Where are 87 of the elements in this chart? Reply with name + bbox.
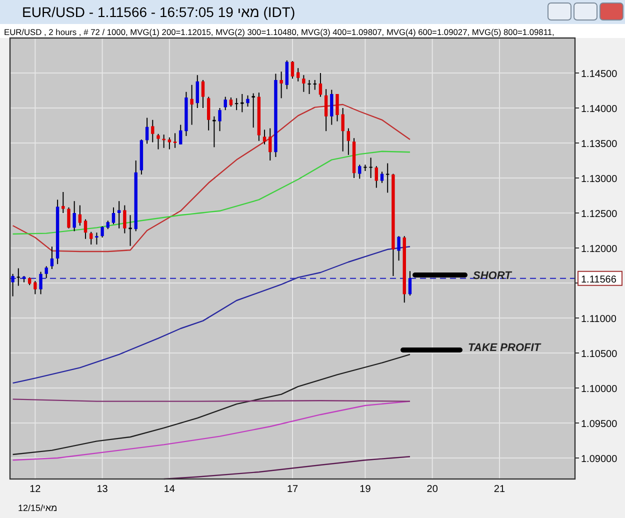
- candlestick: [173, 132, 177, 148]
- y-tick-label: 1.11000: [581, 314, 617, 325]
- line-series: [12, 354, 411, 456]
- candlestick: [341, 108, 344, 152]
- candlestick: [308, 80, 311, 94]
- ref-line-label: 1.11566: [581, 274, 617, 286]
- candlestick: [95, 232, 98, 245]
- annotation: SHORT: [473, 270, 513, 282]
- line-series: [12, 150, 411, 235]
- candlestick: [369, 157, 372, 178]
- candlestick: [123, 204, 126, 234]
- candlestick: [240, 94, 244, 113]
- y-tick-label: 1.12000: [581, 244, 618, 255]
- candlestick: [268, 128, 272, 161]
- y-tick-label: 1.13500: [581, 139, 618, 150]
- candlestick: [285, 60, 289, 90]
- chart-subtitle: EUR/USD , 2 hours , # 72 / 1000, MVG(1) 200=1.12015, MVG(2) 300=1.10480, MVG(3) 400=1.09807, MVG(4) 600=1.09027, MVG(5) 800=1.09811,: [4, 27, 554, 37]
- candlestick: [50, 246, 54, 270]
- candlestick: [78, 204, 82, 226]
- line-series: [163, 456, 411, 480]
- candlestick: [128, 214, 132, 246]
- y-tick-label: 1.09000: [581, 454, 618, 465]
- x-tick-label: 14: [164, 484, 176, 495]
- candlestick: [252, 92, 255, 128]
- candlestick: [212, 116, 216, 148]
- candlestick: [190, 84, 194, 126]
- candlestick: [234, 98, 238, 111]
- candlestick: [336, 94, 339, 122]
- y-tick-label: 1.14500: [581, 69, 618, 80]
- candlestick: [145, 117, 149, 144]
- candlestick: [179, 124, 182, 145]
- y-tick-label: 1.10000: [581, 384, 618, 395]
- candlestick: [386, 162, 390, 194]
- y-tick-label: 1.10500: [581, 349, 618, 360]
- candlestick: [229, 97, 233, 108]
- x-tick-label: 19: [360, 484, 372, 495]
- candlestick: [224, 96, 227, 111]
- candlestick: [280, 71, 283, 99]
- candlestick: [34, 280, 37, 295]
- candlestick: [168, 136, 172, 150]
- candlestick: [67, 206, 70, 229]
- candlestick: [324, 88, 328, 132]
- candlestick: [346, 128, 350, 156]
- y-tick-label: 1.09500: [581, 419, 618, 430]
- candlestick: [397, 236, 400, 262]
- candlestick: [151, 119, 154, 143]
- candlestick: [374, 166, 378, 188]
- x-tick-label: 17: [286, 484, 298, 495]
- x-tick-label: 20: [426, 484, 438, 495]
- candlestick: [100, 226, 104, 238]
- candlestick: [112, 206, 116, 225]
- candlestick: [330, 89, 334, 126]
- candlestick: [201, 80, 205, 108]
- chart-title: EUR/USD - 1.11566 - 16:57:05 19 מאי (IDT): [22, 4, 296, 20]
- candlestick: [262, 129, 266, 145]
- candlestick: [218, 108, 222, 132]
- candlestick: [39, 271, 42, 295]
- candlestick: [206, 96, 210, 131]
- candlestick: [84, 218, 88, 240]
- text: 12/15/מאי: [18, 503, 58, 513]
- candlestick: [62, 192, 65, 214]
- candlestick: [117, 200, 121, 229]
- candlestick: [302, 74, 306, 92]
- candlestick: [296, 68, 300, 82]
- candlestick: [72, 200, 76, 232]
- line-series: [12, 104, 411, 252]
- candlestick: [290, 60, 294, 80]
- candlestick: [246, 94, 250, 108]
- candlestick: [90, 231, 93, 245]
- candlestick: [408, 270, 412, 296]
- candlestick: [318, 72, 322, 98]
- y-tick-label: 1.13000: [581, 174, 618, 185]
- candlestick: [196, 74, 199, 108]
- candlestick: [313, 80, 316, 90]
- y-tick-label: 1.12500: [581, 209, 618, 220]
- candlestick: [380, 171, 384, 184]
- x-tick-label: 21: [494, 484, 506, 495]
- candlestick: [16, 268, 20, 286]
- candlestick: [44, 266, 48, 279]
- line-series: [12, 246, 411, 384]
- x-tick-label: 12: [30, 484, 42, 495]
- y-tick-label: 1.14000: [581, 104, 618, 115]
- candlestick: [358, 164, 362, 180]
- candlestick: [156, 133, 160, 150]
- candlestick: [11, 273, 14, 297]
- annotation: TAKE PROFIT: [468, 342, 542, 354]
- x-tick-label: 13: [96, 484, 108, 495]
